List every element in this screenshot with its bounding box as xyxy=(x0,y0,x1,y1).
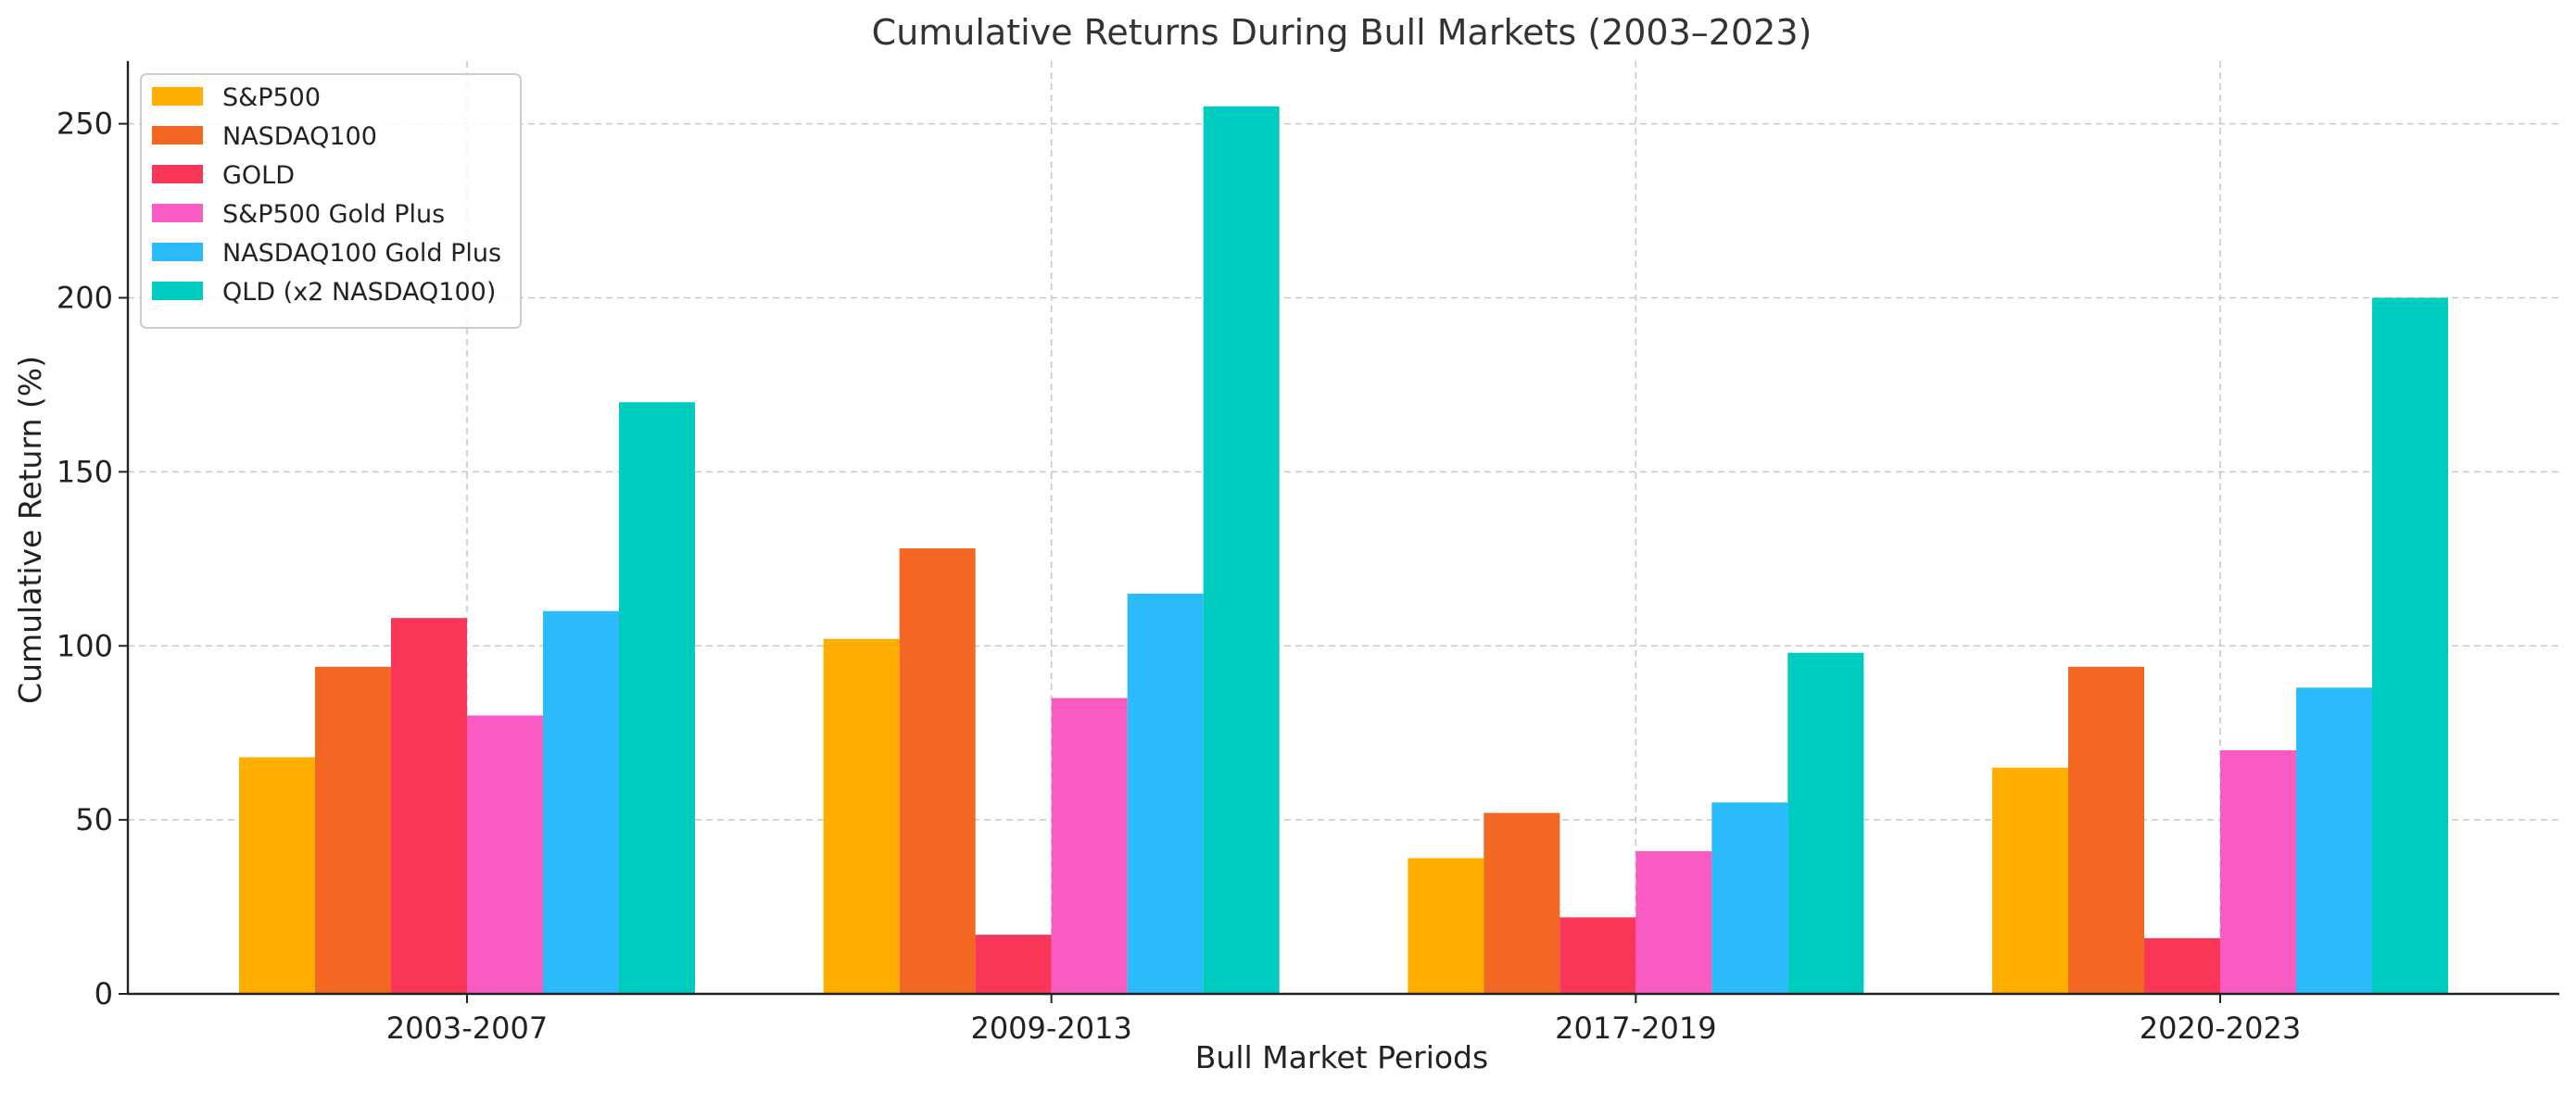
bar-s-p500-gold-plus-2017-2019 xyxy=(1635,850,1712,994)
bar-s-p500-gold-plus-2009-2013 xyxy=(1051,697,1128,994)
y-axis-title: Cumulative Return (%) xyxy=(12,356,48,704)
chart-title: Cumulative Returns During Bull Markets (… xyxy=(872,12,1812,53)
legend-label: NASDAQ100 Gold Plus xyxy=(222,239,501,268)
bar-gold-2009-2013 xyxy=(975,935,1052,994)
legend-label: QLD (x2 NASDAQ100) xyxy=(222,278,496,307)
bar-s-p500-2009-2013 xyxy=(823,638,900,994)
bar-nasdaq100-gold-plus-2017-2019 xyxy=(1711,802,1788,994)
bar-nasdaq100-2017-2019 xyxy=(1484,812,1560,994)
bars xyxy=(239,106,2449,995)
bar-s-p500-2003-2007 xyxy=(239,757,315,994)
bar-qld-x2-nasdaq100-2009-2013 xyxy=(1203,106,1280,994)
x-tick-label: 2020-2023 xyxy=(2140,1011,2301,1046)
x-tick-label: 2017-2019 xyxy=(1555,1011,1716,1046)
bar-qld-x2-nasdaq100-2003-2007 xyxy=(619,402,695,995)
x-axis-title: Bull Market Periods xyxy=(1195,1039,1488,1075)
bar-s-p500-gold-plus-2003-2007 xyxy=(467,715,543,994)
bar-qld-x2-nasdaq100-2020-2023 xyxy=(2372,297,2449,995)
legend-label: NASDAQ100 xyxy=(222,122,377,151)
legend-label: GOLD xyxy=(222,161,295,190)
bar-gold-2020-2023 xyxy=(2144,937,2221,994)
legend-label: S&P500 Gold Plus xyxy=(222,200,445,229)
legend-frame xyxy=(140,73,522,329)
legend-swatch xyxy=(152,126,203,144)
bar-nasdaq100-2009-2013 xyxy=(899,548,976,994)
bar-gold-2003-2007 xyxy=(391,618,467,994)
y-tick-label: 200 xyxy=(57,281,113,316)
axes xyxy=(119,61,2559,1003)
bar-s-p500-2017-2019 xyxy=(1408,858,1484,994)
y-tick-label: 150 xyxy=(57,454,113,489)
bar-nasdaq100-2020-2023 xyxy=(2068,666,2145,994)
bar-nasdaq100-2003-2007 xyxy=(315,666,391,994)
x-tick-label: 2003-2007 xyxy=(386,1011,548,1046)
bar-nasdaq100-gold-plus-2020-2023 xyxy=(2296,687,2373,994)
bar-gold-2017-2019 xyxy=(1559,917,1636,994)
y-tick-label: 50 xyxy=(75,802,113,837)
legend-label: S&P500 xyxy=(222,83,321,112)
legend-swatch xyxy=(152,87,203,106)
legend-swatch xyxy=(152,282,203,300)
bar-nasdaq100-gold-plus-2009-2013 xyxy=(1127,593,1204,994)
x-tick-label: 2009-2013 xyxy=(970,1011,1131,1046)
y-tick-label: 250 xyxy=(57,107,113,142)
bar-s-p500-2020-2023 xyxy=(1992,767,2069,994)
legend-swatch xyxy=(152,204,203,222)
bar-s-p500-gold-plus-2020-2023 xyxy=(2220,749,2297,994)
bar-nasdaq100-gold-plus-2003-2007 xyxy=(543,610,619,994)
legend: S&P500 NASDAQ100 GOLD S&P500 Gold Plus NASDA… xyxy=(140,73,522,329)
y-tick-label: 0 xyxy=(95,976,113,1011)
tick-labels: 0 50 100 150 200 250 2003-2007 2009-2013 2017-20… xyxy=(57,107,2301,1046)
legend-swatch xyxy=(152,243,203,261)
bar-qld-x2-nasdaq100-2017-2019 xyxy=(1787,652,1864,994)
legend-swatch xyxy=(152,165,203,183)
grid-lines xyxy=(128,61,2559,994)
y-tick-label: 100 xyxy=(57,628,113,663)
